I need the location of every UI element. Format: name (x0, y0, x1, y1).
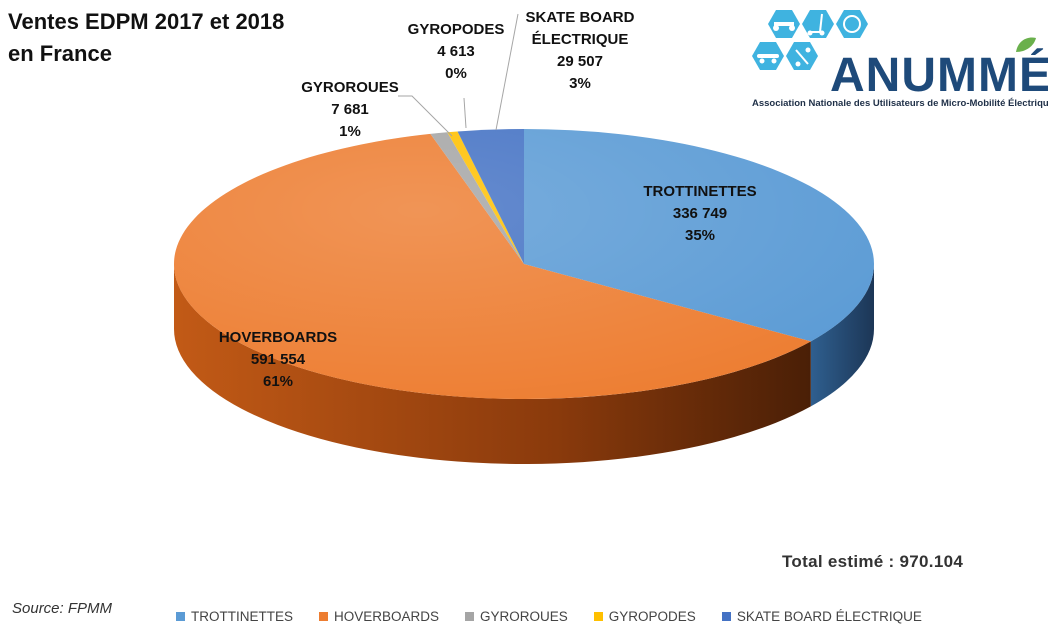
leader-line-gyropodes (463, 97, 467, 129)
anumme-logo: ANUMMÉ Association Nationale des Utilisa… (752, 6, 1048, 110)
legend-label-gyropodes: GYROPODES (608, 609, 696, 624)
logo-subtitle: Association Nationale des Utilisateurs d… (752, 98, 1048, 109)
data-label-gyroroues-name: GYROROUES (301, 79, 399, 96)
data-label-skate-board-lectrique-name: ÉLECTRIQUE (532, 31, 629, 48)
data-label-gyroroues-percent: 1% (339, 123, 361, 140)
skateboard-icon (752, 42, 784, 70)
source-note: Source: FPMM (12, 600, 113, 617)
scooter-icon (802, 10, 834, 38)
data-label-gyropodes-value: 4 613 (437, 43, 475, 60)
data-label-trottinettes-name: TROTTINETTES (643, 183, 756, 200)
data-label-trottinettes-value: 336 749 (673, 205, 727, 222)
legend-swatch-skate-board-lectrique (721, 612, 731, 621)
data-label-skate-board-lectrique-percent: 3% (569, 75, 591, 92)
data-label-gyropodes-name: GYROPODES (408, 21, 505, 38)
leaf-icon (1016, 37, 1036, 52)
leader-line-gyroroues (398, 95, 453, 137)
legend-label-gyroroues: GYROROUES (480, 609, 568, 624)
data-label-hoverboards-percent: 61% (263, 373, 293, 390)
data-label-gyropodes-percent: 0% (445, 65, 467, 82)
data-labels: TROTTINETTES 336 749 35% HOVERBOARDS 591 554… (219, 9, 757, 390)
legend-item-skate-board-lectrique[interactable]: SKATE BOARD ÉLECTRIQUE (721, 609, 922, 624)
legend-item-gyroroues[interactable]: GYROROUES (465, 609, 568, 624)
data-label-gyroroues-value: 7 681 (331, 101, 369, 118)
pie-slices (174, 129, 874, 399)
data-label-skate-board-lectrique-value: 29 507 (557, 53, 603, 70)
chart-legend: TROTTINETTES HOVERBOARDS GYROROUES GYROPODE… (176, 609, 922, 624)
chart-title: Ventes EDPM 2017 et 2018 en France (8, 6, 338, 70)
pie-chart: TROTTINETTES 336 749 35% HOVERBOARDS 591 554… (173, 9, 874, 464)
legend-item-hoverboards[interactable]: HOVERBOARDS (319, 609, 439, 624)
pie-shine (174, 129, 874, 399)
leader-line-skate-board-lectrique (495, 13, 519, 131)
total-estimate: Total estimé : 970.104 (782, 552, 964, 571)
legend-item-gyropodes[interactable]: GYROPODES (593, 609, 696, 624)
chart-title-line1: Ventes EDPM 2017 et 2018 (8, 9, 285, 34)
data-label-skate-board-lectrique-name: SKATE BOARD (526, 9, 635, 26)
legend-item-trottinettes[interactable]: TROTTINETTES (176, 609, 293, 624)
legend-label-hoverboards: HOVERBOARDS (334, 609, 440, 624)
legend-swatch-gyroroues (465, 612, 475, 621)
chart-title-line2: en France (8, 41, 112, 66)
legend-swatch-gyropodes (593, 612, 603, 621)
legend-label-skate-board-lectrique: SKATE BOARD ÉLECTRIQUE (736, 609, 922, 624)
legend-label-trottinettes: TROTTINETTES (191, 609, 293, 624)
data-label-hoverboards-value: 591 554 (251, 351, 306, 368)
legend-swatch-trottinettes (176, 612, 185, 621)
pie-side-hoverboards (173, 264, 811, 464)
pie-sides (173, 264, 874, 464)
pie-side-trottinettes (810, 264, 874, 407)
hoverboard-icon (768, 10, 800, 38)
leader-lines (398, 13, 519, 137)
data-label-hoverboards-name: HOVERBOARDS (219, 329, 337, 346)
logo-name: ANUMMÉ (830, 49, 1048, 102)
legend-swatch-hoverboards (319, 612, 328, 621)
unicycle-icon (836, 10, 868, 38)
logo-icons (752, 10, 868, 70)
connector-icon (786, 42, 818, 70)
data-label-trottinettes-percent: 35% (685, 227, 715, 244)
